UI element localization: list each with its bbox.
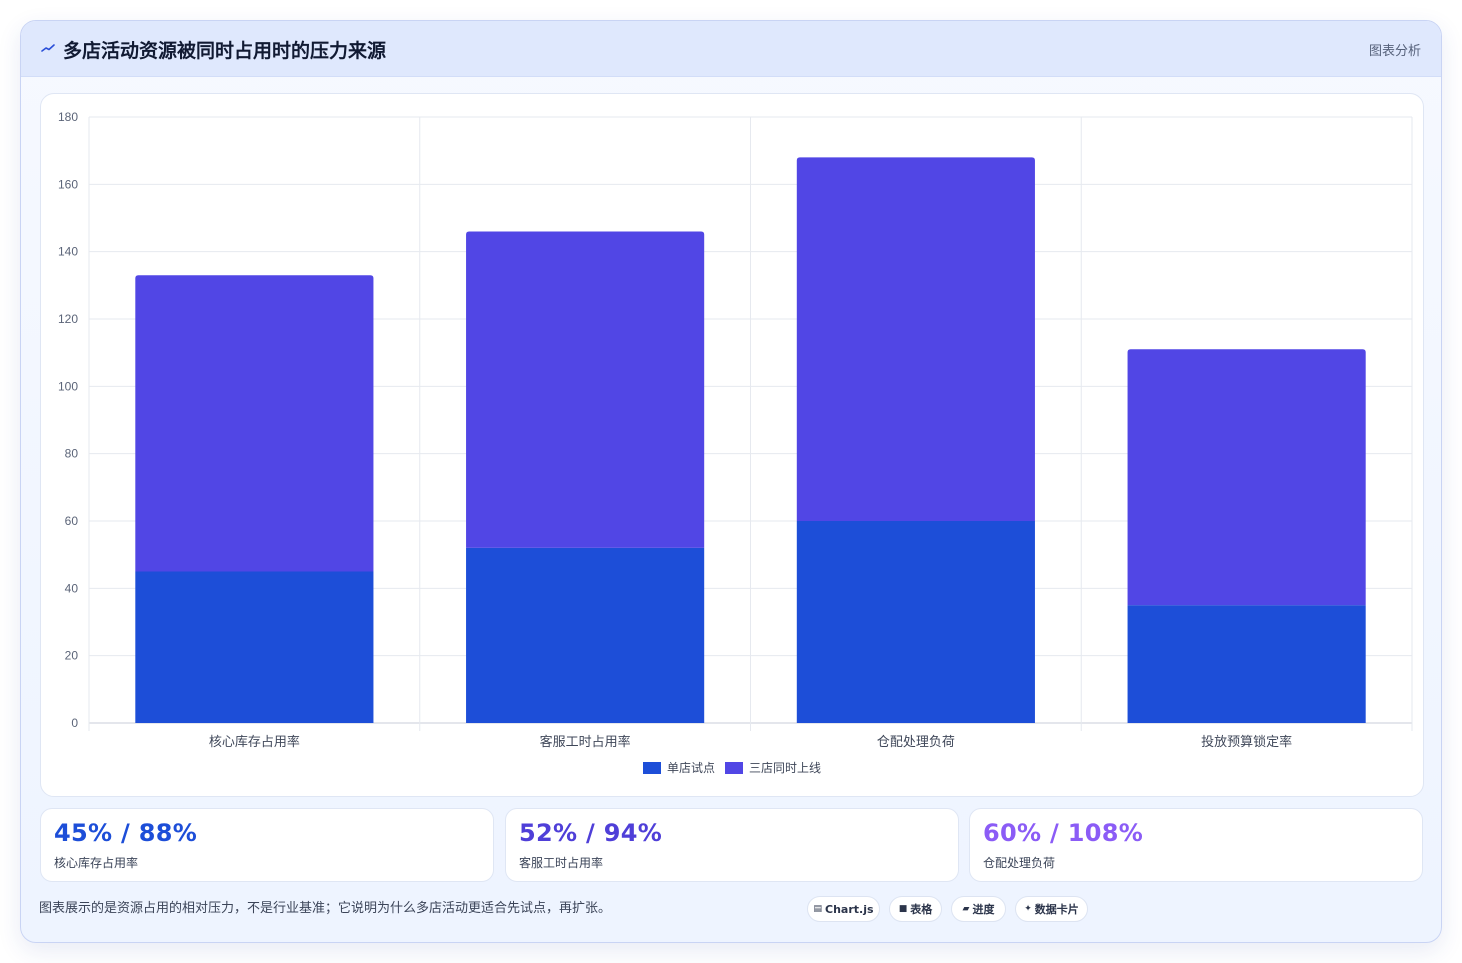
chip-table[interactable]: ■ 表格 xyxy=(889,896,942,922)
bar-segment xyxy=(1127,349,1366,606)
y-tick-label: 160 xyxy=(58,177,78,191)
y-tick-label: 180 xyxy=(58,110,78,124)
x-tick-label: 客服工时占用率 xyxy=(540,734,631,749)
chart-analysis-link[interactable]: 图表分析 xyxy=(1368,44,1421,59)
chip-label: Chart.js xyxy=(825,902,874,916)
stat-label: 客服工时占用率 xyxy=(519,856,604,870)
bar-segment xyxy=(135,275,374,572)
y-tick-label: 140 xyxy=(58,245,78,259)
x-tick-label: 投放预算锁定率 xyxy=(1201,734,1292,749)
x-tick-label: 核心库存占用率 xyxy=(209,734,300,749)
y-tick-label: 100 xyxy=(58,379,78,393)
stat-label: 仓配处理负荷 xyxy=(983,856,1056,870)
table-icon: ■ xyxy=(898,904,908,914)
chip-label: 数据卡片 xyxy=(1034,903,1079,916)
y-tick-label: 0 xyxy=(71,716,78,730)
progress-icon: ▰ xyxy=(962,904,970,914)
sparkle-icon: ✦ xyxy=(1024,904,1032,914)
bar-segment xyxy=(466,547,705,723)
legend-label: 单店试点 xyxy=(667,760,715,775)
chart-panel: 0 20 40 60 80 100 120 140 160 180 核心库存占用率 客服工时占用率 仓配… xyxy=(40,93,1424,797)
bar-segment xyxy=(466,231,705,548)
stat-card-warehouse: 60% / 108% 仓配处理负荷 xyxy=(969,808,1423,882)
stat-value: 45% / 88% xyxy=(54,819,198,847)
stat-card-inventory: 45% / 88% 核心库存占用率 xyxy=(40,808,494,882)
y-tick-label: 40 xyxy=(65,581,79,595)
legend-swatch xyxy=(725,762,743,774)
legend-label: 三店同时上线 xyxy=(749,761,821,775)
chip-progress[interactable]: ▰ 进度 xyxy=(951,896,1006,922)
chart-icon: ▤ xyxy=(813,904,822,914)
stat-card-service: 52% / 94% 客服工时占用率 xyxy=(505,808,959,882)
y-tick-label: 20 xyxy=(65,649,79,663)
chip-data-cards[interactable]: ✦ 数据卡片 xyxy=(1015,896,1088,922)
y-tick-label: 60 xyxy=(65,514,79,528)
bar-segment xyxy=(796,157,1035,521)
bar-segment xyxy=(135,571,374,723)
stat-label: 核心库存占用率 xyxy=(54,856,139,870)
chip-label: 表格 xyxy=(910,903,933,916)
stat-value: 60% / 108% xyxy=(983,819,1144,847)
stacked-bar-chart: 0 20 40 60 80 100 120 140 160 180 核心库存占用率 客服工时占用率 仓配… xyxy=(58,110,1413,775)
bar-segment xyxy=(796,521,1035,723)
chip-chartjs[interactable]: ▤ Chart.js xyxy=(807,896,880,922)
chart-card: 多店活动资源被同时占用时的压力来源 图表分析 0 20 40 60 80 100 120 14… xyxy=(20,20,1442,943)
trend-icon xyxy=(41,44,55,52)
y-tick-label: 80 xyxy=(65,447,79,461)
y-tick-label: 120 xyxy=(58,312,78,326)
chart-footnote: 图表展示的是资源占用的相对压力，不是行业基准；它说明为什么多店活动更适合先试点，… xyxy=(39,901,612,916)
card-header: 多店活动资源被同时占用时的压力来源 图表分析 xyxy=(21,21,1441,77)
chip-label: 进度 xyxy=(972,903,995,916)
stat-value: 52% / 94% xyxy=(519,819,663,847)
bar-segment xyxy=(1127,605,1366,723)
x-tick-label: 仓配处理负荷 xyxy=(877,734,955,749)
legend-swatch xyxy=(643,762,661,774)
page-title: 多店活动资源被同时占用时的压力来源 xyxy=(63,40,387,62)
